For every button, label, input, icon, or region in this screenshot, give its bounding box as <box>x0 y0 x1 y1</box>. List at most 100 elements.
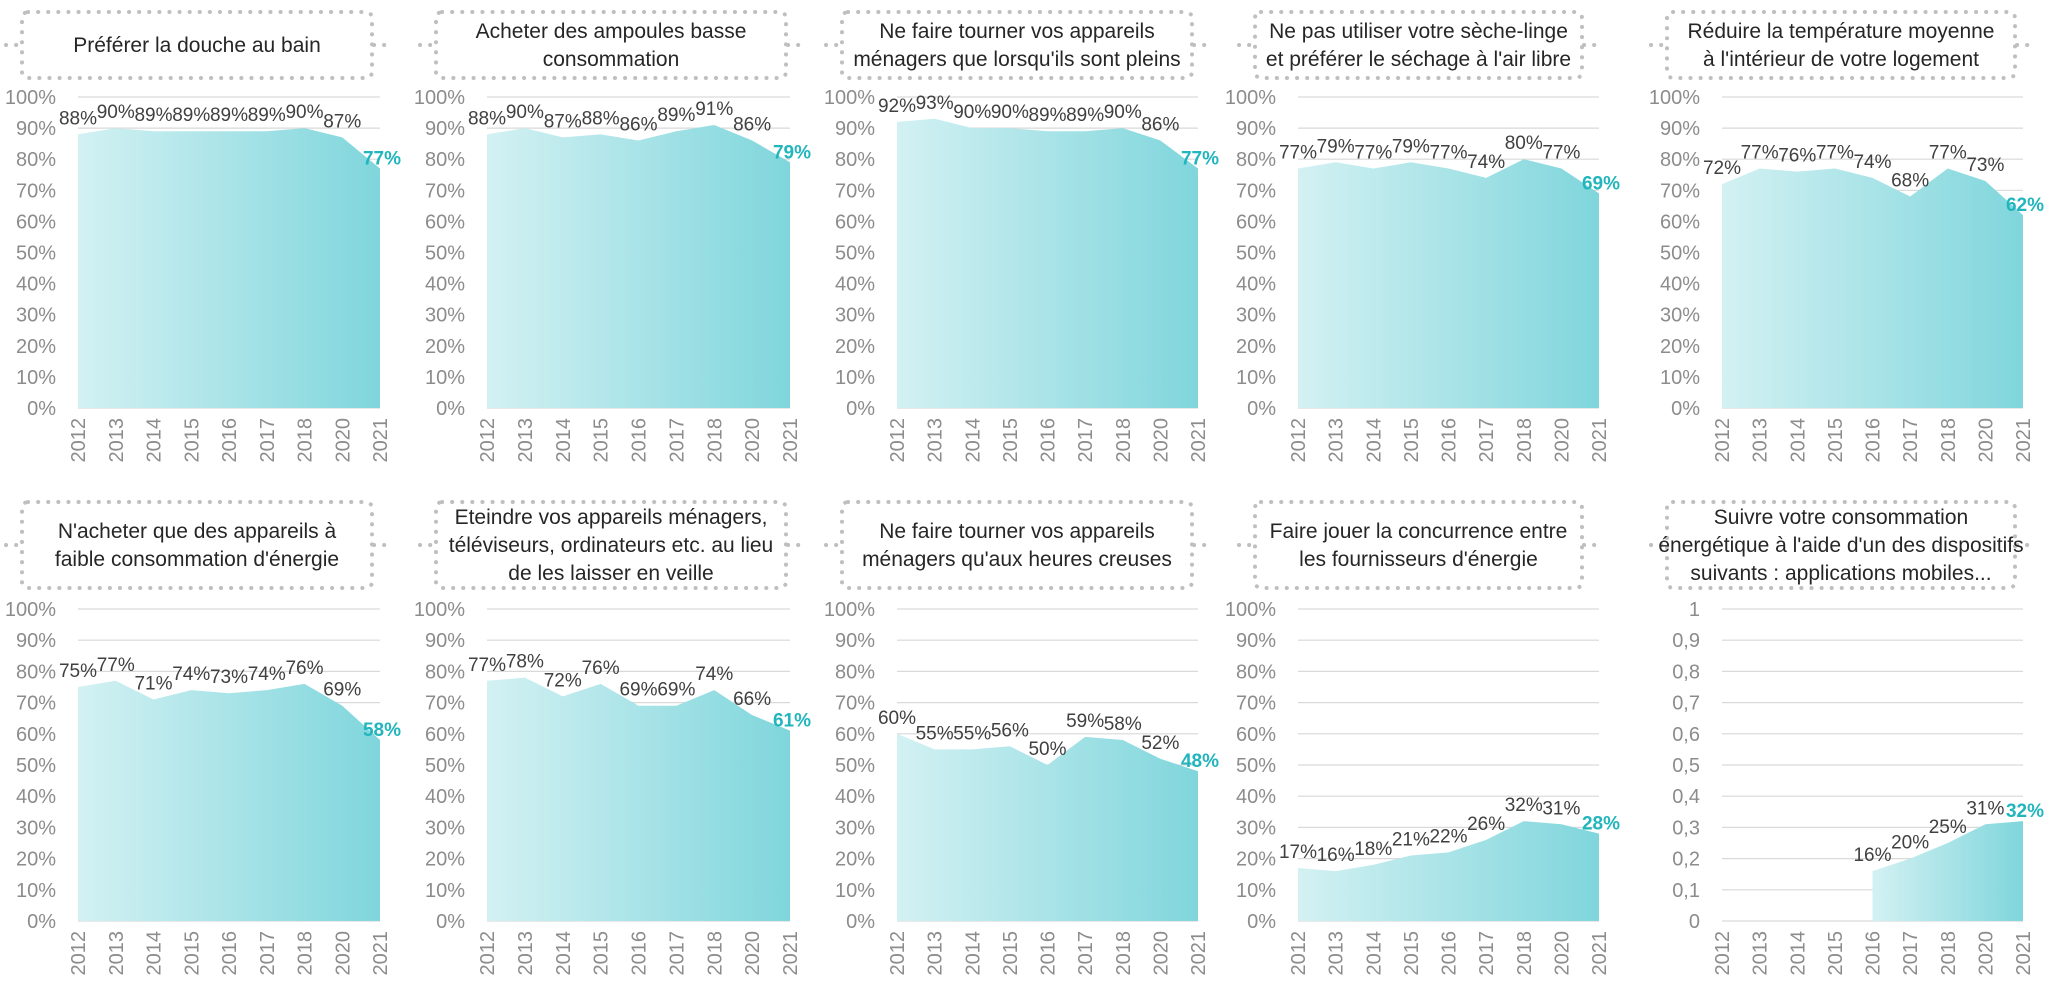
y-tick-label: 80% <box>425 661 465 683</box>
data-label: 77% <box>97 655 135 676</box>
x-tick-label: 2016 <box>1038 931 1060 976</box>
data-label: 32% <box>2006 801 2044 822</box>
x-tick-label: 2012 <box>1712 931 1734 976</box>
title-frame <box>20 500 374 590</box>
y-tick-label: 10% <box>16 880 56 902</box>
y-tick-label: 0% <box>27 911 56 933</box>
y-tick-label: 1 <box>1689 599 1700 621</box>
chart-title: Acheter des ampoules basse consommation <box>418 10 808 80</box>
y-tick-label: 100% <box>414 599 465 621</box>
x-tick-label: 2013 <box>1750 418 1772 463</box>
data-label: 90% <box>285 102 323 123</box>
x-tick-label: 2021 <box>2013 931 2035 976</box>
data-label: 89% <box>248 105 286 126</box>
data-label: 76% <box>1778 146 1816 167</box>
y-tick-label: 80% <box>16 661 56 683</box>
data-label: 88% <box>582 108 620 129</box>
y-tick-label: 50% <box>835 755 875 777</box>
x-tick-label: 2012 <box>477 418 499 463</box>
y-tick-label: 10% <box>16 367 56 389</box>
y-tick-label: 70% <box>425 180 465 202</box>
x-tick-label: 2013 <box>515 418 537 463</box>
y-tick-label: 0,4 <box>1672 786 1700 808</box>
y-tick-label: 30% <box>835 817 875 839</box>
x-tick-label: 2014 <box>144 418 166 463</box>
y-tick-label: 100% <box>1225 599 1276 621</box>
data-label: 59% <box>1066 711 1104 732</box>
x-tick-label: 2013 <box>106 931 128 976</box>
chart-title-text: N'acheter que des appareils à faible cons… <box>55 520 339 571</box>
x-tick-label: 2014 <box>962 418 984 463</box>
y-tick-label: 40% <box>1236 786 1276 808</box>
x-tick-label: 2017 <box>1900 418 1922 463</box>
series-area <box>1298 159 1599 408</box>
y-tick-label: 100% <box>5 599 56 621</box>
x-tick-label: 2014 <box>1363 418 1385 463</box>
x-tick-label: 2016 <box>1439 418 1461 463</box>
data-label: 31% <box>1542 798 1580 819</box>
y-tick-label: 40% <box>16 274 56 296</box>
y-tick-label: 60% <box>16 724 56 746</box>
y-tick-label: 40% <box>1660 274 1700 296</box>
chart-title-text: Eteindre vos appareils ménagers, télévise… <box>449 506 774 585</box>
y-tick-label: 50% <box>425 755 465 777</box>
data-label: 32% <box>1505 795 1543 816</box>
data-label: 77% <box>1741 143 1779 164</box>
y-tick-label: 50% <box>16 243 56 265</box>
data-label: 90% <box>97 102 135 123</box>
y-tick-label: 0,9 <box>1672 630 1700 652</box>
chart-title: Ne faire tourner vos appareils ménagers q… <box>824 500 1214 590</box>
y-tick-label: 60% <box>835 211 875 233</box>
chart-panel-4: 0% 10% 20% 30% 40% 50% 60% 70% 80% 90% 100% 2012 201… <box>1225 10 1620 463</box>
x-tick-label: 2015 <box>1825 418 1847 463</box>
x-tick-label: 2016 <box>629 931 651 976</box>
x-tick-label: 2013 <box>515 931 537 976</box>
x-tick-label: 2012 <box>1288 931 1310 976</box>
chart-title-text: Acheter des ampoules basse consommation <box>476 20 747 71</box>
x-tick-label: 2012 <box>477 931 499 976</box>
data-label: 92% <box>878 96 916 117</box>
y-tick-label: 10% <box>425 880 465 902</box>
chart-panel-5: 0% 10% 20% 30% 40% 50% 60% 70% 80% 90% 100% 2012 201… <box>1649 10 2044 463</box>
chart-panel-1: 0% 10% 20% 30% 40% 50% 60% 70% 80% 90% 100% 2012 201… <box>4 10 401 463</box>
x-tick-label: 2020 <box>1150 418 1172 463</box>
data-label: 55% <box>953 723 991 744</box>
data-label: 77% <box>1279 143 1317 164</box>
data-label: 55% <box>916 723 954 744</box>
x-tick-label: 2015 <box>181 931 203 976</box>
y-tick-label: 0,5 <box>1672 755 1700 777</box>
data-label: 89% <box>1028 105 1066 126</box>
y-tick-label: 60% <box>1236 724 1276 746</box>
data-label: 89% <box>657 105 695 126</box>
y-tick-label: 90% <box>835 118 875 140</box>
x-tick-label: 2020 <box>1551 418 1573 463</box>
y-tick-label: 90% <box>425 118 465 140</box>
chart-title-text: Ne pas utiliser votre sèche-linge et préf… <box>1266 20 1571 71</box>
x-tick-label: 2018 <box>295 931 317 976</box>
y-tick-label: 50% <box>1236 243 1276 265</box>
data-label: 76% <box>285 658 323 679</box>
chart-panel-6: 0% 10% 20% 30% 40% 50% 60% 70% 80% 90% 100% 2012 201… <box>4 500 401 976</box>
y-tick-label: 0% <box>1247 911 1276 933</box>
data-label: 21% <box>1392 829 1430 850</box>
data-label: 77% <box>363 149 401 170</box>
y-tick-label: 0% <box>1671 398 1700 420</box>
chart-title-text: Réduire la température moyenne à l'intéri… <box>1687 20 1994 71</box>
y-tick-label: 0,8 <box>1672 661 1700 683</box>
y-tick-label: 0,6 <box>1672 724 1700 746</box>
data-label: 79% <box>773 142 811 163</box>
x-tick-label: 2012 <box>887 931 909 976</box>
x-tick-label: 2018 <box>704 931 726 976</box>
chart-panel-8: 0%10%20%30%40%50%60%70%80%90%100%2012 201… <box>824 500 1219 976</box>
data-label: 77% <box>468 655 506 676</box>
y-tick-label: 40% <box>1236 274 1276 296</box>
x-tick-label: 2016 <box>1038 418 1060 463</box>
y-tick-label: 60% <box>1236 211 1276 233</box>
data-label: 22% <box>1429 826 1467 847</box>
y-tick-label: 0% <box>846 911 875 933</box>
data-label: 78% <box>506 652 544 673</box>
y-tick-label: 0,3 <box>1672 817 1700 839</box>
chart-title-text: Faire jouer la concurrence entre les four… <box>1270 520 1568 571</box>
y-tick-label: 50% <box>1236 755 1276 777</box>
data-label: 74% <box>695 664 733 685</box>
